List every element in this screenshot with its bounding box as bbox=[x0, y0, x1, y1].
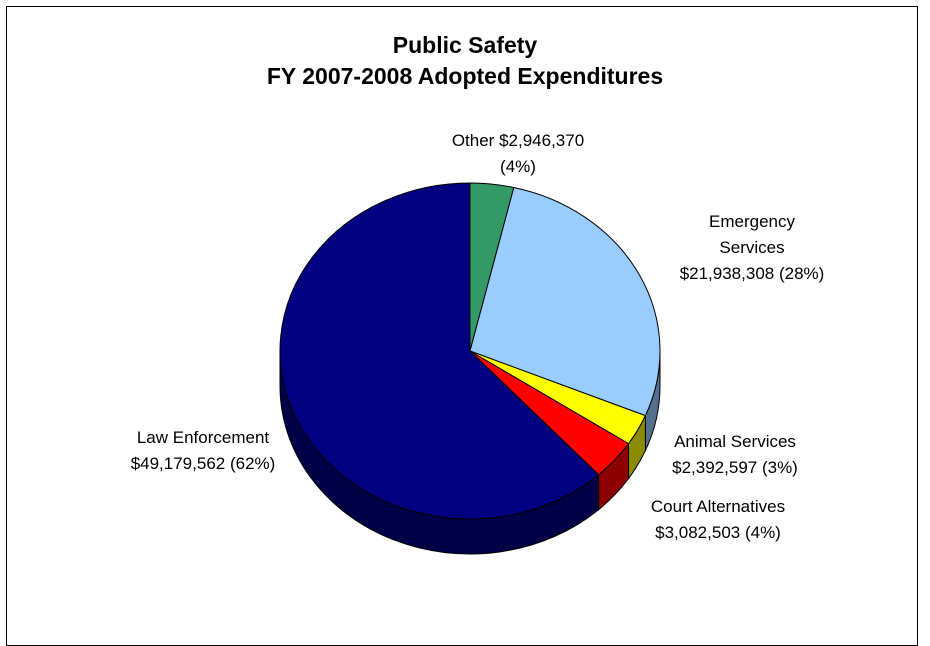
label-animal-line1: Animal Services bbox=[674, 432, 796, 451]
pie-chart bbox=[279, 182, 661, 555]
label-court-line1: Court Alternatives bbox=[650, 497, 786, 516]
label-law-line1: Law Enforcement bbox=[136, 428, 270, 447]
label-other-line1: Other $2,946,370 bbox=[451, 131, 585, 150]
label-emergency-services: Emergency Services $21,938,308 (28%) bbox=[667, 209, 837, 287]
label-law-enforcement: Law Enforcement $49,179,562 (62%) bbox=[113, 425, 293, 477]
label-other-line2: (4%) bbox=[500, 157, 536, 176]
label-animal-services: Animal Services $2,392,597 (3%) bbox=[660, 429, 810, 481]
chart-title: Public Safety bbox=[392, 32, 538, 58]
slice-law-enforcement bbox=[279, 182, 600, 520]
label-emergency-line1: Emergency bbox=[709, 212, 795, 231]
label-animal-line2: $2,392,597 (3%) bbox=[672, 458, 798, 477]
label-law-line2: $49,179,562 (62%) bbox=[130, 454, 276, 473]
slice-emergency-services bbox=[469, 186, 661, 417]
label-court-alternatives: Court Alternatives $3,082,503 (4%) bbox=[633, 494, 803, 546]
label-emergency-line2: Services bbox=[719, 238, 785, 257]
label-other: Other $2,946,370 (4%) bbox=[418, 128, 618, 180]
label-emergency-line3: $21,938,308 (28%) bbox=[679, 264, 825, 283]
chart-subtitle: FY 2007-2008 Adopted Expenditures bbox=[266, 63, 664, 89]
label-court-line2: $3,082,503 (4%) bbox=[655, 523, 781, 542]
